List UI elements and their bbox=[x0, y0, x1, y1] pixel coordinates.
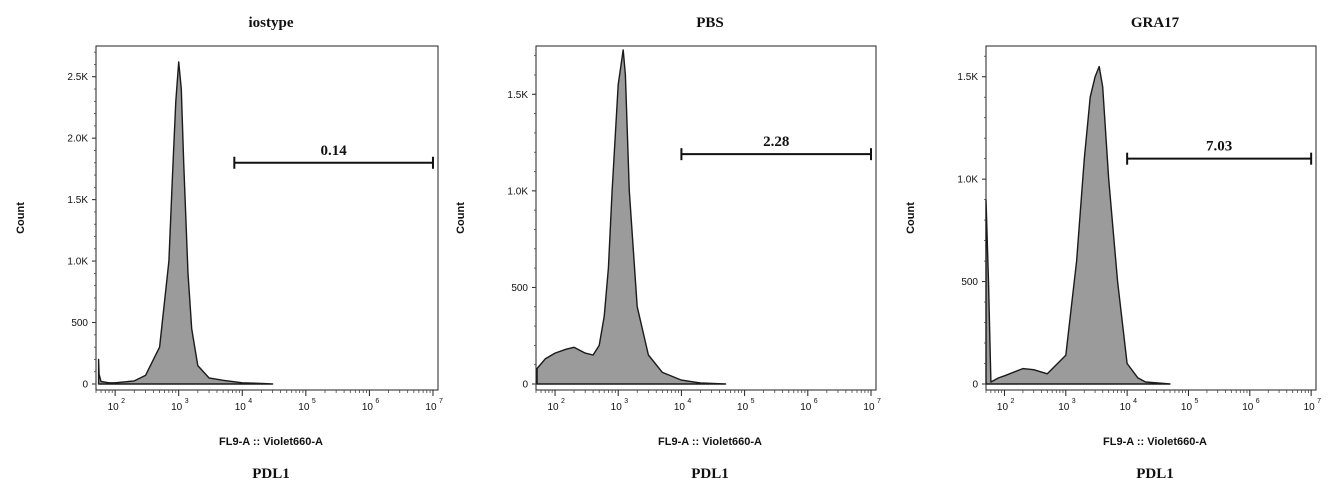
gate-percentage: 0.14 bbox=[321, 143, 348, 159]
y-tick-label: 1.0K bbox=[67, 257, 88, 268]
x-tick-label: 10 bbox=[737, 402, 749, 413]
y-tick-label: 1.5K bbox=[507, 90, 528, 101]
histogram-area bbox=[97, 61, 274, 385]
x-tick-label: 10 bbox=[108, 402, 120, 413]
marker-label: PDL1 bbox=[252, 466, 290, 482]
y-tick-label: 0 bbox=[972, 380, 978, 391]
x-tick-label: 10 bbox=[1120, 402, 1132, 413]
y-tick-label: 2.5K bbox=[67, 72, 88, 83]
y-tick-label: 0 bbox=[82, 380, 88, 391]
y-tick-label: 500 bbox=[71, 318, 88, 329]
x-axis-label: FL9-A :: Violet660-A bbox=[219, 436, 323, 448]
x-tick-exponent: 6 bbox=[1256, 398, 1260, 405]
x-tick-label: 10 bbox=[800, 402, 812, 413]
x-tick-exponent: 6 bbox=[375, 398, 379, 405]
x-tick-exponent: 5 bbox=[312, 398, 316, 405]
y-tick-label: 500 bbox=[511, 283, 528, 294]
y-axis-label: Count bbox=[905, 202, 917, 234]
x-tick-label: 10 bbox=[863, 402, 875, 413]
panel-title: PBS bbox=[696, 15, 724, 31]
x-tick-label: 10 bbox=[171, 402, 183, 413]
x-tick-label: 10 bbox=[1181, 402, 1193, 413]
x-tick-label: 10 bbox=[425, 402, 437, 413]
histogram-area bbox=[985, 65, 1171, 385]
x-tick-exponent: 4 bbox=[1133, 398, 1137, 405]
x-tick-exponent: 7 bbox=[439, 398, 443, 405]
x-axis-label: FL9-A :: Violet660-A bbox=[658, 436, 762, 448]
plot-frame bbox=[985, 45, 1317, 391]
marker-label: PDL1 bbox=[1136, 466, 1174, 482]
x-tick-exponent: 4 bbox=[687, 398, 691, 405]
x-tick-label: 10 bbox=[235, 402, 247, 413]
x-tick-label: 10 bbox=[298, 402, 310, 413]
y-tick-label: 1.0K bbox=[957, 175, 978, 186]
x-tick-exponent: 3 bbox=[185, 398, 189, 405]
gate-percentage: 2.28 bbox=[763, 134, 789, 150]
x-tick-label: 10 bbox=[674, 402, 686, 413]
plot-frame bbox=[95, 45, 439, 391]
y-axis-label: Count bbox=[15, 202, 27, 234]
x-tick-label: 10 bbox=[362, 402, 374, 413]
x-tick-exponent: 2 bbox=[1010, 398, 1014, 405]
x-tick-exponent: 5 bbox=[1194, 398, 1198, 405]
gate-percentage: 7.03 bbox=[1206, 139, 1232, 155]
x-tick-exponent: 3 bbox=[1072, 398, 1076, 405]
x-tick-label: 10 bbox=[611, 402, 623, 413]
x-tick-exponent: 5 bbox=[751, 398, 755, 405]
x-tick-exponent: 4 bbox=[248, 398, 252, 405]
y-tick-label: 1.0K bbox=[507, 186, 528, 197]
panel-2: 05001.0K1.5K1021031041051061072.28PBSFL9… bbox=[455, 15, 881, 482]
marker-label: PDL1 bbox=[691, 466, 729, 482]
panel-title: iostype bbox=[249, 15, 294, 31]
panel-title: GRA17 bbox=[1131, 15, 1180, 31]
x-tick-label: 10 bbox=[997, 402, 1009, 413]
y-axis-label: Count bbox=[455, 202, 467, 234]
x-tick-exponent: 2 bbox=[121, 398, 125, 405]
x-tick-exponent: 7 bbox=[877, 398, 881, 405]
x-tick-exponent: 2 bbox=[561, 398, 565, 405]
y-tick-label: 1.5K bbox=[67, 195, 88, 206]
x-tick-label: 10 bbox=[1242, 402, 1254, 413]
plot-frame bbox=[535, 45, 877, 391]
x-tick-label: 10 bbox=[1058, 402, 1070, 413]
x-tick-exponent: 7 bbox=[1317, 398, 1321, 405]
y-tick-label: 0 bbox=[522, 380, 528, 391]
y-tick-label: 2.0K bbox=[67, 134, 88, 145]
panel-3: 05001.0K1.5K1021031041051061077.03GRA17F… bbox=[905, 15, 1321, 482]
x-axis-label: FL9-A :: Violet660-A bbox=[1103, 436, 1207, 448]
y-tick-label: 500 bbox=[961, 277, 978, 288]
x-tick-label: 10 bbox=[547, 402, 559, 413]
panel-1: 05001.0K1.5K2.0K2.5K1021031041051061070.… bbox=[15, 15, 443, 482]
histogram-area bbox=[536, 49, 727, 385]
x-tick-exponent: 3 bbox=[624, 398, 628, 405]
x-tick-label: 10 bbox=[1304, 402, 1316, 413]
x-tick-exponent: 6 bbox=[814, 398, 818, 405]
y-tick-label: 1.5K bbox=[957, 72, 978, 83]
